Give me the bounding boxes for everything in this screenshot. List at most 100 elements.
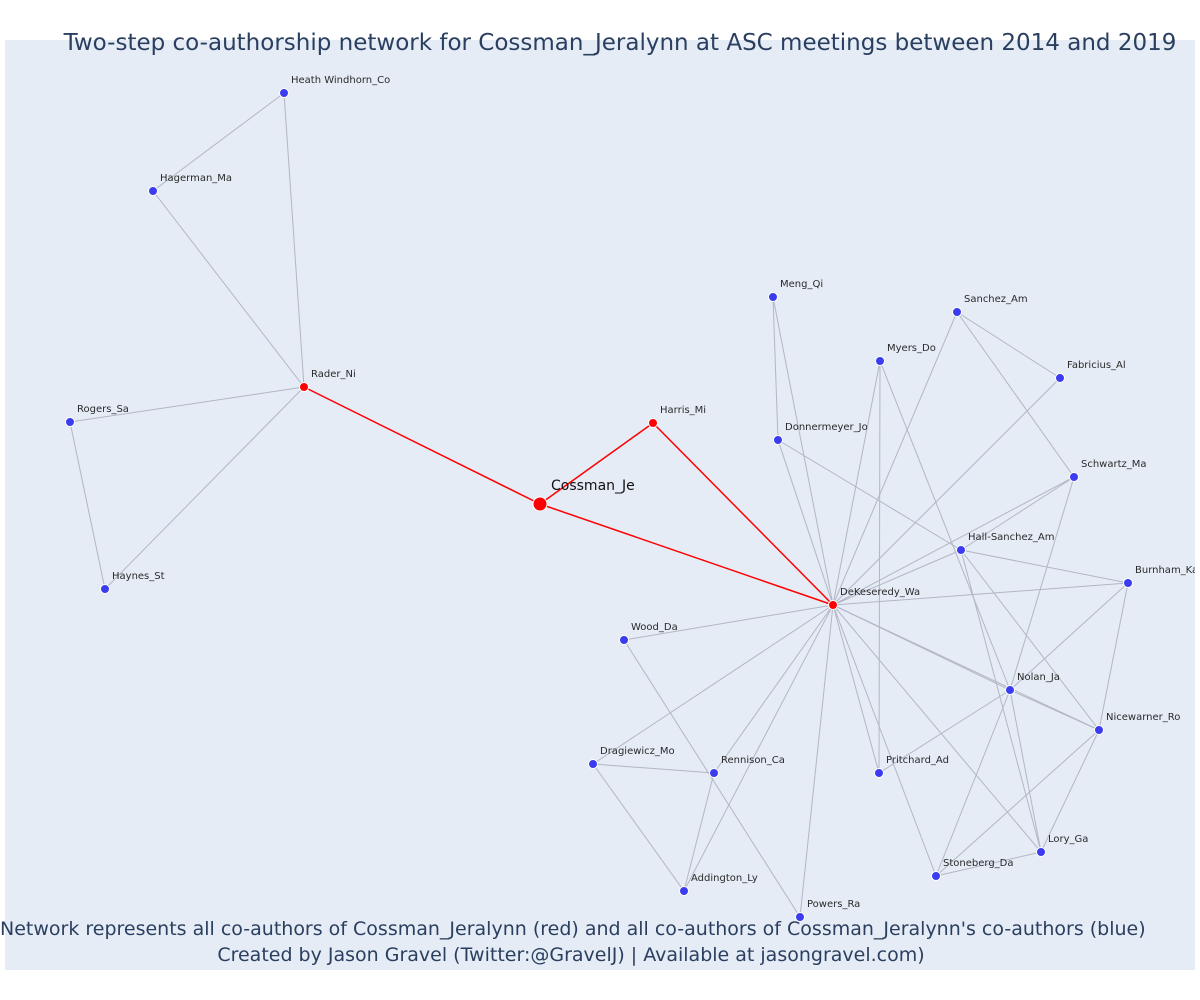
edge-schwartz-ma-nolan-ja <box>1009 476 1075 691</box>
edge-sanchez-am-fabricius-al <box>956 311 1061 379</box>
edge-dekeseredy-wa-fabricius-al <box>832 377 1061 606</box>
edge-rader-ni-rogers-sa <box>69 386 305 423</box>
edge-dekeseredy-wa-nicewarner-ro <box>832 604 1100 731</box>
node-label-rogers-sa: Rogers_Sa <box>77 404 129 415</box>
node-schwartz-ma[interactable] <box>1069 472 1079 482</box>
edge-harris-mi-dekeseredy-wa <box>652 422 834 606</box>
chart-title: Two-step co-authorship network for Cossm… <box>63 30 1177 56</box>
node-label-wood-da: Wood_Da <box>631 622 678 633</box>
edge-rader-ni-haynes-st <box>104 386 305 590</box>
node-label-dekeseredy-wa: DeKeseredy_Wa <box>840 587 920 598</box>
node-label-stoneberg-da: Stoneberg_Da <box>943 858 1014 869</box>
node-sanchez-am[interactable] <box>952 307 962 317</box>
edge-dekeseredy-wa-hall-sanchez-am <box>832 549 962 606</box>
network-graph: Cossman_Je Rader_Ni Harris_Mi DeKeseredy_Wa… <box>65 75 1195 922</box>
edge-nicewarner-ro-stoneberg-da <box>935 729 1100 877</box>
edge-hall-sanchez-am-burnham-ka <box>960 549 1129 584</box>
node-myers-do[interactable] <box>875 356 885 366</box>
edge-dekeseredy-wa-burnham-ka <box>832 582 1129 606</box>
edge-burnham-ka-nicewarner-ro <box>1098 582 1129 731</box>
edge-dekeseredy-wa-schwartz-ma <box>832 476 1075 606</box>
edge-donnermeyer-jo-hall-sanchez-am <box>777 439 962 551</box>
edge-schwartz-ma-hall-sanchez-am <box>960 476 1075 551</box>
edge-dekeseredy-wa-rennison-ca <box>713 604 834 774</box>
node-label-rader-ni: Rader_Ni <box>311 369 356 380</box>
node-label-myers-do: Myers_Do <box>887 343 936 354</box>
node-label-haynes-st: Haynes_St <box>112 571 165 582</box>
edge-nolan-ja-pritchard-ad <box>878 689 1011 774</box>
node-label-rennison-ca: Rennison_Ca <box>721 755 785 766</box>
edge-wood-da-powers-ra <box>623 639 801 918</box>
node-rader-ni[interactable] <box>299 382 309 392</box>
edge-burnham-ka-nolan-ja <box>1009 582 1129 691</box>
node-label-hagerman-ma: Hagerman_Ma <box>160 173 232 184</box>
node-cossman-je[interactable] <box>532 496 548 512</box>
edge-dekeseredy-wa-meng-qi <box>772 296 834 606</box>
node-hall-sanchez-am[interactable] <box>956 545 966 555</box>
edge-dekeseredy-wa-dragiewicz-mo <box>592 604 834 765</box>
edge-dekeseredy-wa-sanchez-am <box>832 311 958 606</box>
plot-area: Cossman_Je Rader_Ni Harris_Mi DeKeseredy_Wa… <box>5 40 1195 970</box>
edge-myers-do-nolan-ja <box>879 360 1011 691</box>
edge-dekeseredy-wa-wood-da <box>623 604 834 641</box>
node-stoneberg-da[interactable] <box>931 871 941 881</box>
node-label-pritchard-ad: Pritchard_Ad <box>886 755 949 766</box>
node-burnham-ka[interactable] <box>1123 578 1133 588</box>
node-label-burnham-ka: Burnham_Ka <box>1135 565 1195 576</box>
edge-rader-ni-hagerman-ma <box>152 190 305 388</box>
node-label-powers-ra: Powers_Ra <box>807 899 860 910</box>
edge-dekeseredy-wa-donnermeyer-jo <box>777 439 834 606</box>
node-label-schwartz-ma: Schwartz_Ma <box>1081 459 1147 470</box>
node-label-hall-sanchez-am: Hall-Sanchez_Am <box>968 532 1054 543</box>
edge-dekeseredy-wa-pritchard-ad <box>832 604 880 774</box>
edge-dekeseredy-wa-stoneberg-da <box>832 604 937 877</box>
edge-meng-qi-donnermeyer-jo <box>772 296 779 441</box>
node-wood-da[interactable] <box>619 635 629 645</box>
node-fabricius-al[interactable] <box>1055 373 1065 383</box>
node-meng-qi[interactable] <box>768 292 778 302</box>
node-label-nicewarner-ro: Nicewarner_Ro <box>1106 712 1180 723</box>
node-dekeseredy-wa[interactable] <box>828 600 838 610</box>
edge-myers-do-pritchard-ad <box>878 360 881 774</box>
node-label-lory-ga: Lory_Ga <box>1048 834 1088 845</box>
node-rennison-ca[interactable] <box>709 768 719 778</box>
edge-sanchez-am-schwartz-ma <box>956 311 1075 478</box>
edge-heath-windhorn-co-hagerman-ma <box>152 92 285 192</box>
node-nicewarner-ro[interactable] <box>1094 725 1104 735</box>
node-rogers-sa[interactable] <box>65 417 75 427</box>
node-harris-mi[interactable] <box>648 418 658 428</box>
node-pritchard-ad[interactable] <box>874 768 884 778</box>
edge-dekeseredy-wa-myers-do <box>832 360 881 606</box>
edge-cossman-je-dekeseredy-wa <box>539 503 834 606</box>
node-label-addington-ly: Addington_Ly <box>691 873 758 884</box>
node-label-fabricius-al: Fabricius_Al <box>1067 360 1126 371</box>
edges-layer <box>69 92 1129 918</box>
edge-dekeseredy-wa-powers-ra <box>799 604 834 918</box>
node-lory-ga[interactable] <box>1036 847 1046 857</box>
caption-line-2: Created by Jason Gravel (Twitter:@Gravel… <box>217 944 925 966</box>
node-nolan-ja[interactable] <box>1005 685 1015 695</box>
edge-rogers-sa-haynes-st <box>69 421 106 590</box>
node-donnermeyer-jo[interactable] <box>773 435 783 445</box>
node-label-dragiewicz-mo: Dragiewicz_Mo <box>600 746 675 757</box>
node-label-donnermeyer-jo: Donnermeyer_Jo <box>785 422 868 433</box>
edge-cossman-je-harris-mi <box>539 422 654 505</box>
node-label-meng-qi: Meng_Qi <box>780 279 823 290</box>
node-label-cossman-je: Cossman_Je <box>551 478 635 494</box>
node-addington-ly[interactable] <box>679 886 689 896</box>
edge-nolan-ja-nicewarner-ro <box>1009 689 1100 731</box>
node-powers-ra[interactable] <box>795 912 805 922</box>
edge-nolan-ja-stoneberg-da <box>935 689 1011 877</box>
edge-rader-ni-heath-windhorn-co <box>283 92 305 388</box>
node-dragiewicz-mo[interactable] <box>588 759 598 769</box>
node-hagerman-ma[interactable] <box>148 186 158 196</box>
edge-dekeseredy-wa-lory-ga <box>832 604 1042 853</box>
edge-hall-sanchez-am-lory-ga <box>960 549 1042 853</box>
edge-nicewarner-ro-lory-ga <box>1040 729 1100 853</box>
node-haynes-st[interactable] <box>100 584 110 594</box>
edge-nolan-ja-lory-ga <box>1009 689 1042 853</box>
node-heath-windhorn-co[interactable] <box>279 88 289 98</box>
node-label-heath-windhorn-co: Heath Windhorn_Co <box>291 75 390 86</box>
edge-dragiewicz-mo-addington-ly <box>592 763 685 892</box>
node-label-harris-mi: Harris_Mi <box>660 405 706 416</box>
